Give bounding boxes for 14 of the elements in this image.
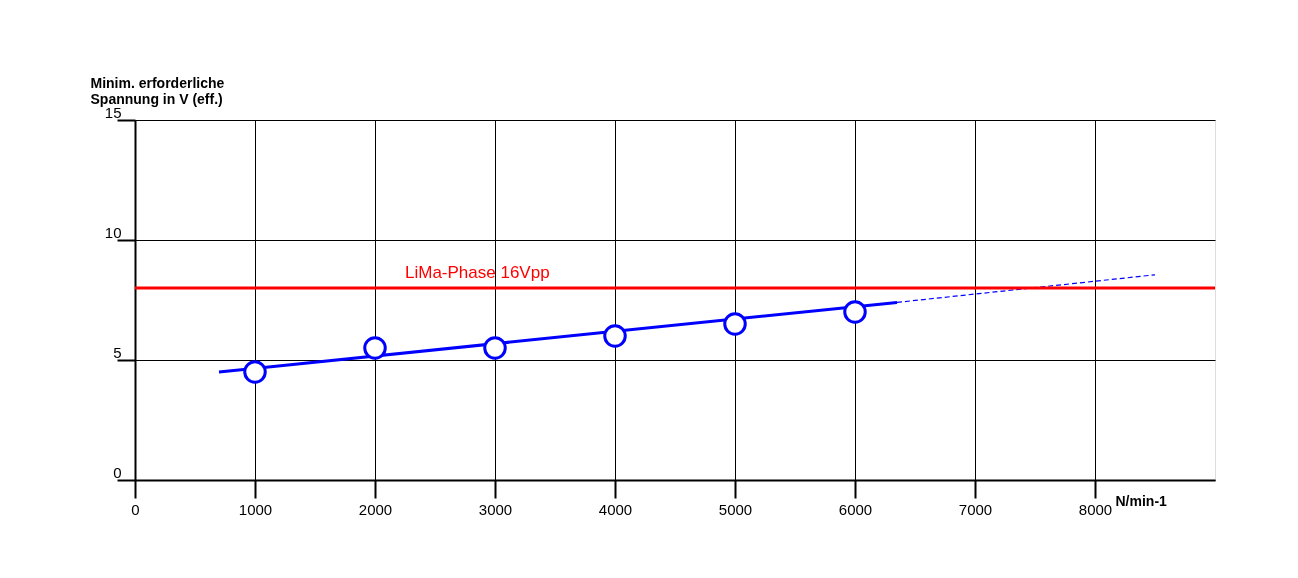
x-axis-title: N/min-1: [1115, 492, 1168, 509]
x-tick-label: 6000: [838, 500, 873, 518]
y-tick-label: 10: [104, 223, 122, 241]
x-tick-label: 8000: [1078, 500, 1113, 518]
x-tick-label: 4000: [598, 500, 633, 518]
x-tick-label: 3000: [478, 500, 513, 518]
x-tick-label: 2000: [358, 500, 393, 518]
y-tick-label: 0: [113, 463, 122, 481]
x-tick-label: 1000: [238, 500, 273, 518]
y-tick-label: 5: [113, 343, 122, 361]
x-tick-label: 0: [131, 500, 140, 518]
x-tick-label: 5000: [718, 500, 753, 518]
ref-line-label: LiMa-Phase 16Vpp: [405, 263, 550, 282]
x-tick-label: 7000: [958, 500, 993, 518]
